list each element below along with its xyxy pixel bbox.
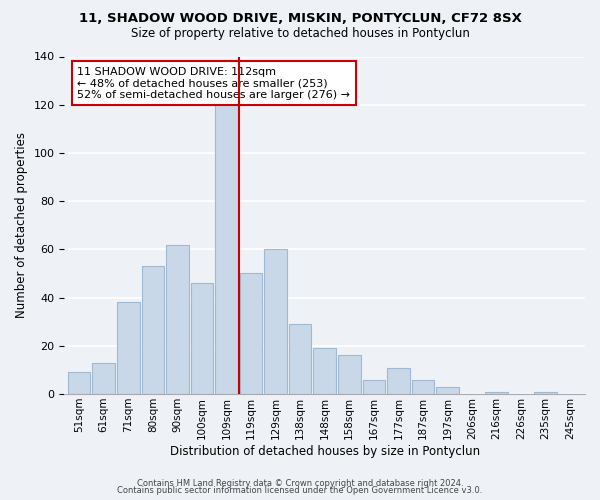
- Text: Contains public sector information licensed under the Open Government Licence v3: Contains public sector information licen…: [118, 486, 482, 495]
- Bar: [117, 302, 140, 394]
- Bar: [313, 348, 336, 394]
- Bar: [92, 362, 115, 394]
- Text: 11 SHADOW WOOD DRIVE: 112sqm
← 48% of detached houses are smaller (253)
52% of s: 11 SHADOW WOOD DRIVE: 112sqm ← 48% of de…: [77, 66, 350, 100]
- Text: Contains HM Land Registry data © Crown copyright and database right 2024.: Contains HM Land Registry data © Crown c…: [137, 478, 463, 488]
- X-axis label: Distribution of detached houses by size in Pontyclun: Distribution of detached houses by size …: [170, 444, 480, 458]
- Bar: [68, 372, 91, 394]
- Bar: [215, 74, 238, 394]
- Bar: [436, 387, 459, 394]
- Bar: [412, 380, 434, 394]
- Bar: [362, 380, 385, 394]
- Text: 11, SHADOW WOOD DRIVE, MISKIN, PONTYCLUN, CF72 8SX: 11, SHADOW WOOD DRIVE, MISKIN, PONTYCLUN…: [79, 12, 521, 26]
- Bar: [535, 392, 557, 394]
- Text: Size of property relative to detached houses in Pontyclun: Size of property relative to detached ho…: [131, 28, 469, 40]
- Y-axis label: Number of detached properties: Number of detached properties: [15, 132, 28, 318]
- Bar: [240, 274, 262, 394]
- Bar: [142, 266, 164, 394]
- Bar: [338, 356, 361, 394]
- Bar: [485, 392, 508, 394]
- Bar: [264, 250, 287, 394]
- Bar: [166, 244, 188, 394]
- Bar: [191, 283, 213, 394]
- Bar: [289, 324, 311, 394]
- Bar: [387, 368, 410, 394]
